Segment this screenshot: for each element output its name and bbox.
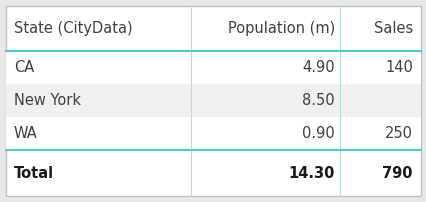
- Text: CA: CA: [14, 60, 34, 75]
- Text: 0.90: 0.90: [302, 126, 334, 141]
- Text: Sales: Sales: [373, 21, 412, 36]
- Text: Population (m): Population (m): [227, 21, 334, 36]
- Text: 8.50: 8.50: [302, 93, 334, 108]
- Text: State (CityData): State (CityData): [14, 21, 132, 36]
- Text: WA: WA: [14, 126, 37, 141]
- Text: 14.30: 14.30: [288, 165, 334, 181]
- Text: Total: Total: [14, 165, 54, 181]
- Text: New York: New York: [14, 93, 81, 108]
- Text: 790: 790: [382, 165, 412, 181]
- Text: 140: 140: [384, 60, 412, 75]
- Text: 250: 250: [384, 126, 412, 141]
- Text: 4.90: 4.90: [302, 60, 334, 75]
